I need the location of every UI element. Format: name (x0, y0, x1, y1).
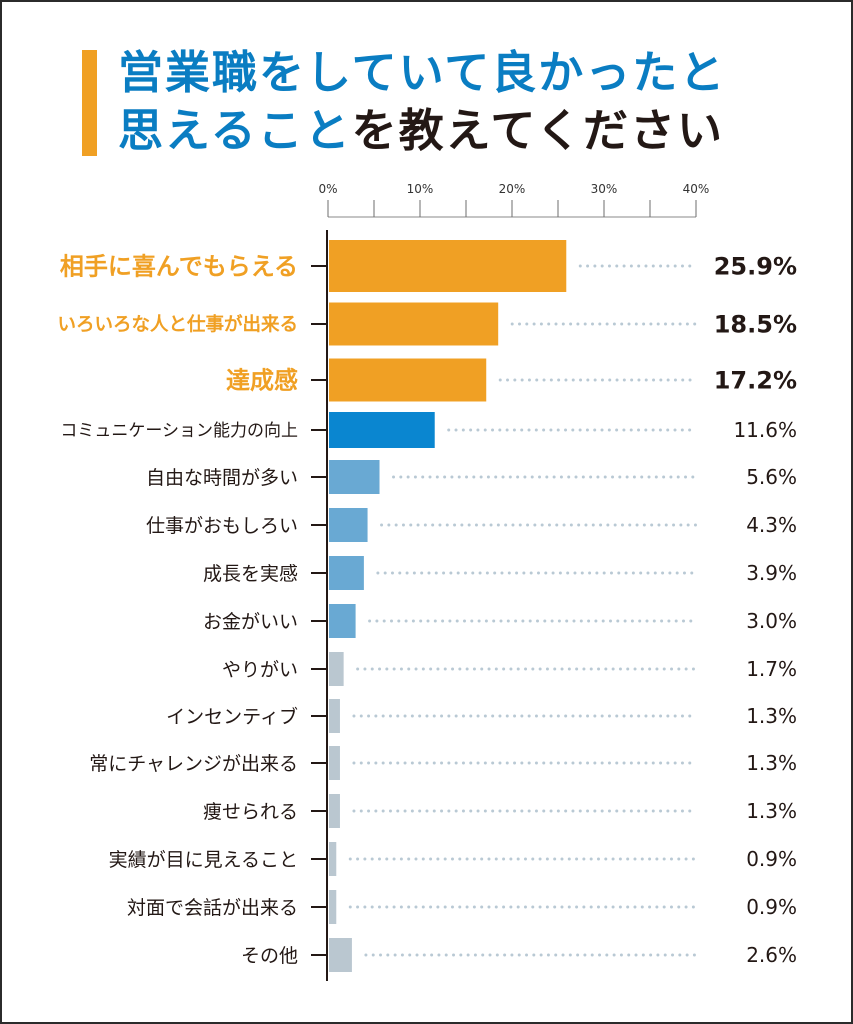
x-tick-label: 0% (318, 182, 337, 196)
bar (329, 938, 352, 972)
category-label: お金がいい (203, 611, 298, 633)
category-label: インセンティブ (166, 705, 298, 728)
bar (329, 794, 340, 828)
title-line-2-rest: を教えてください (351, 104, 725, 157)
category-label: 達成感 (226, 367, 298, 395)
category-label: 実績が目に見えること (109, 849, 298, 871)
value-label: 5.6% (746, 465, 797, 489)
value-label: 0.9% (746, 895, 797, 919)
bar (329, 604, 356, 638)
category-label: 成長を実感 (203, 563, 298, 585)
title-line-1: 営業職をしていて良かったと (118, 46, 727, 99)
chart-title: 営業職をしていて良かったと 思えることを教えてください (118, 44, 726, 160)
bar (329, 358, 487, 402)
category-label: 自由な時間が多い (146, 467, 298, 489)
bar (329, 508, 368, 542)
bar (329, 842, 337, 876)
bar (329, 746, 340, 780)
category-label: 仕事がおもしろい (146, 515, 298, 537)
bar (329, 699, 340, 733)
bar (329, 302, 499, 346)
value-label: 17.2% (714, 367, 797, 395)
title-accent-bar (82, 50, 97, 156)
value-label: 18.5% (714, 311, 797, 339)
value-label: 25.9% (714, 253, 797, 281)
category-label: コミュニケーション能力の向上 (60, 421, 298, 441)
value-label: 0.9% (746, 847, 797, 871)
bar (329, 240, 567, 292)
value-label: 3.0% (746, 609, 797, 633)
category-label: 対面で会話が出来る (127, 897, 298, 919)
category-label: その他 (241, 945, 298, 967)
category-label: 相手に喜んでもらえる (60, 253, 298, 281)
value-label: 3.9% (746, 561, 797, 585)
value-label: 4.3% (746, 513, 797, 537)
title-line-2-highlight: 思えること (118, 104, 352, 157)
category-label: 痩せられる (203, 801, 298, 823)
x-tick-label: 40% (683, 182, 710, 196)
bar (329, 890, 337, 924)
value-label: 1.3% (746, 751, 797, 775)
value-label: 1.3% (746, 704, 797, 728)
category-label: 常にチャレンジが出来る (89, 753, 298, 775)
bar (329, 556, 364, 590)
value-label: 1.7% (746, 657, 797, 681)
x-tick-label: 30% (591, 182, 618, 196)
bar (329, 652, 344, 686)
value-label: 2.6% (746, 943, 797, 967)
category-label: いろいろな人と仕事が出来る (57, 314, 298, 336)
bar (329, 412, 435, 448)
bar (329, 460, 380, 494)
x-tick-label: 20% (499, 182, 526, 196)
value-label: 1.3% (746, 799, 797, 823)
x-tick-label: 10% (407, 182, 434, 196)
category-label: やりがい (222, 659, 298, 681)
value-label: 11.6% (733, 418, 797, 442)
